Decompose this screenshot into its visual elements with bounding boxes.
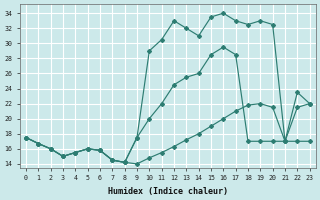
X-axis label: Humidex (Indice chaleur): Humidex (Indice chaleur) <box>108 187 228 196</box>
